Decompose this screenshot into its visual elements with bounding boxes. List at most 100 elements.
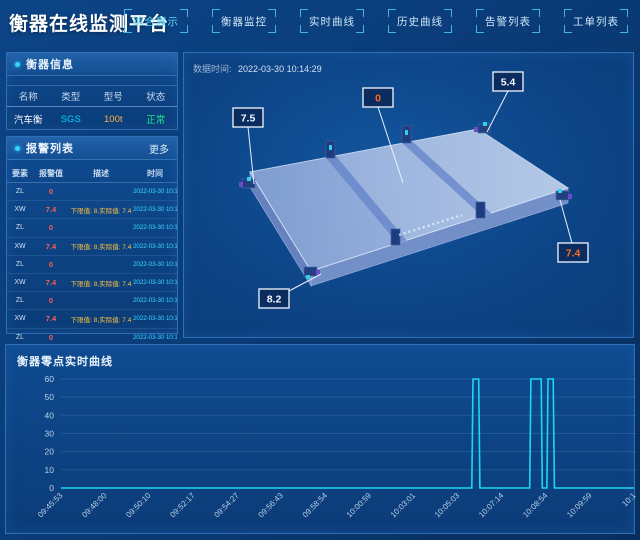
zero-curve-panel: 衡器零点实时曲线 0 10 20 30 40 50 60 09:45:53 09:48:00 0… bbox=[5, 344, 638, 535]
col-time: 时间 bbox=[147, 169, 163, 178]
chart-title: 衡器零点实时曲线 bbox=[17, 356, 113, 368]
nav-tabs: 综合展示 衡器监控 实时曲线 历史曲线 告警列表 工单列表 bbox=[124, 9, 628, 33]
alarm-value: 7.4 bbox=[45, 241, 57, 251]
alarm-row[interactable]: ZL 0 2022-03-30 10:14:27 bbox=[7, 256, 177, 274]
svg-text:0: 0 bbox=[49, 483, 54, 493]
alarm-list-title: 报警列表 bbox=[26, 143, 74, 155]
callout-north: 5.4 bbox=[486, 71, 524, 133]
alarm-element: ZL bbox=[15, 333, 25, 341]
alarm-value: 7.4 bbox=[45, 314, 57, 324]
alarm-desc: 下限值: 8,实际值: 7.4 bbox=[70, 280, 132, 288]
callout-value: 7.4 bbox=[566, 248, 581, 260]
tab-history-curve[interactable]: 历史曲线 bbox=[388, 9, 452, 33]
chart-x-labels: 09:45:53 09:48:00 09:50:10 09:52:17 09:54:27… bbox=[36, 491, 638, 520]
tab-alarm-list[interactable]: 告警列表 bbox=[476, 9, 540, 33]
device-table-row[interactable]: 汽车衡 SGS 100t 正常 bbox=[7, 107, 177, 131]
alarm-element: XW bbox=[14, 315, 26, 323]
svg-text:09:45:53: 09:45:53 bbox=[36, 491, 65, 520]
data-time-label: 数据时间: bbox=[193, 64, 232, 74]
col-alarm-value: 报警值 bbox=[39, 169, 63, 178]
col-model: 型号 bbox=[103, 92, 123, 103]
app-title: 衡器在线监测平台 bbox=[9, 14, 170, 35]
svg-text:30: 30 bbox=[45, 429, 55, 439]
chart-grid bbox=[61, 378, 636, 471]
svg-text:10:1: 10:1 bbox=[620, 491, 636, 509]
sensor-north[interactable] bbox=[474, 122, 491, 134]
callout-west: 7.5 bbox=[232, 107, 264, 185]
svg-text:40: 40 bbox=[45, 410, 55, 420]
svg-text:10:09:59: 10:09:59 bbox=[565, 491, 594, 520]
alarm-desc: 下限值: 8,实际值: 7.4 bbox=[70, 244, 132, 252]
svg-text:10:08:54: 10:08:54 bbox=[521, 491, 550, 520]
alarm-time: 2022-03-30 10:14:25 bbox=[133, 333, 177, 341]
more-link[interactable]: 更多 bbox=[149, 144, 169, 156]
svg-text:10:07:14: 10:07:14 bbox=[477, 491, 506, 520]
alarm-element: ZL bbox=[15, 188, 25, 196]
svg-text:10:05:03: 10:05:03 bbox=[433, 491, 462, 520]
callout-east: 7.4 bbox=[557, 199, 589, 263]
alarm-row[interactable]: ZL 0 2022-03-30 10:14:26 bbox=[7, 292, 177, 311]
alarm-element: XW bbox=[14, 279, 26, 287]
alarm-row[interactable]: ZL 0 2022-03-30 10:14:29 bbox=[7, 183, 177, 202]
weighbridge-3d-scene: 7.5 0 5.4 8.2 7.4 bbox=[232, 71, 589, 309]
svg-text:10:03:01: 10:03:01 bbox=[389, 491, 418, 520]
svg-text:20: 20 bbox=[45, 447, 55, 457]
data-time-value: 2022-03-30 10:14:29 bbox=[238, 64, 322, 74]
zero-curve-series bbox=[61, 378, 634, 489]
svg-text:09:48:00: 09:48:00 bbox=[80, 491, 109, 520]
tab-realtime-curve[interactable]: 实时曲线 bbox=[300, 9, 364, 33]
tab-label: 实时曲线 bbox=[309, 15, 355, 28]
device-info-title: 衡器信息 bbox=[26, 59, 74, 71]
alarm-element: ZL bbox=[15, 260, 25, 268]
svg-text:60: 60 bbox=[45, 374, 55, 384]
callout-value: 5.4 bbox=[501, 77, 516, 89]
front-face-markings bbox=[398, 213, 463, 237]
bullet-icon bbox=[15, 61, 20, 67]
sensor-east[interactable] bbox=[555, 189, 572, 201]
callout-south: 8.2 bbox=[258, 273, 322, 309]
alarm-time: 2022-03-30 10:14:29 bbox=[133, 206, 177, 214]
alarm-value: 0 bbox=[48, 296, 54, 306]
callout-center: 0 bbox=[362, 87, 404, 184]
alarm-time: 2022-03-30 10:14:28 bbox=[133, 224, 177, 232]
device-info-panel: 衡器信息 名称 类型 型号 状态 汽车衡 SGS 100t 正常 bbox=[6, 52, 178, 130]
sensor-west[interactable] bbox=[239, 177, 256, 189]
col-name: 名称 bbox=[18, 92, 38, 103]
alarm-value: 0 bbox=[48, 259, 54, 269]
weighbridge-3d-panel[interactable]: 数据时间: 2022-03-30 10:14:29 bbox=[183, 52, 634, 338]
col-element: 要素 bbox=[12, 169, 28, 178]
alarm-element: XW bbox=[14, 242, 26, 250]
alarm-element: ZL bbox=[15, 297, 25, 305]
callout-value: 7.5 bbox=[241, 113, 256, 125]
alarm-time: 2022-03-30 10:14:27 bbox=[133, 260, 177, 268]
alarm-time: 2022-03-30 10:14:28 bbox=[133, 242, 177, 250]
tab-label: 历史曲线 bbox=[397, 15, 443, 28]
device-info-header: 衡器信息 bbox=[7, 53, 177, 76]
svg-text:09:58:54: 09:58:54 bbox=[301, 491, 330, 520]
tab-workorder-list[interactable]: 工单列表 bbox=[564, 9, 628, 33]
tab-label: 综合展示 bbox=[133, 15, 179, 28]
svg-text:10:00:59: 10:00:59 bbox=[345, 491, 374, 520]
device-name: 汽车衡 bbox=[13, 115, 43, 126]
col-type: 类型 bbox=[61, 92, 81, 103]
alarm-value: 7.4 bbox=[45, 205, 57, 215]
alarm-value: 0 bbox=[48, 187, 54, 197]
weighbridge-platform[interactable] bbox=[239, 122, 572, 288]
tab-overview[interactable]: 综合展示 bbox=[124, 9, 188, 33]
alarm-element: ZL bbox=[15, 224, 25, 232]
alarm-element: XW bbox=[14, 206, 26, 214]
chart-y-labels: 0 10 20 30 40 50 60 bbox=[45, 374, 55, 493]
device-model: 100t bbox=[104, 113, 123, 125]
sensor-south[interactable] bbox=[303, 266, 320, 279]
alarm-time: 2022-03-30 10:14:26 bbox=[133, 297, 177, 305]
svg-text:09:50:10: 09:50:10 bbox=[124, 491, 153, 520]
alarm-row[interactable]: ZL 0 2022-03-30 10:14:28 bbox=[7, 219, 177, 238]
tab-label: 工单列表 bbox=[573, 15, 619, 28]
tab-device-monitor[interactable]: 衡器监控 bbox=[212, 9, 276, 33]
alarm-list-header: 报警列表 更多 bbox=[7, 137, 177, 160]
